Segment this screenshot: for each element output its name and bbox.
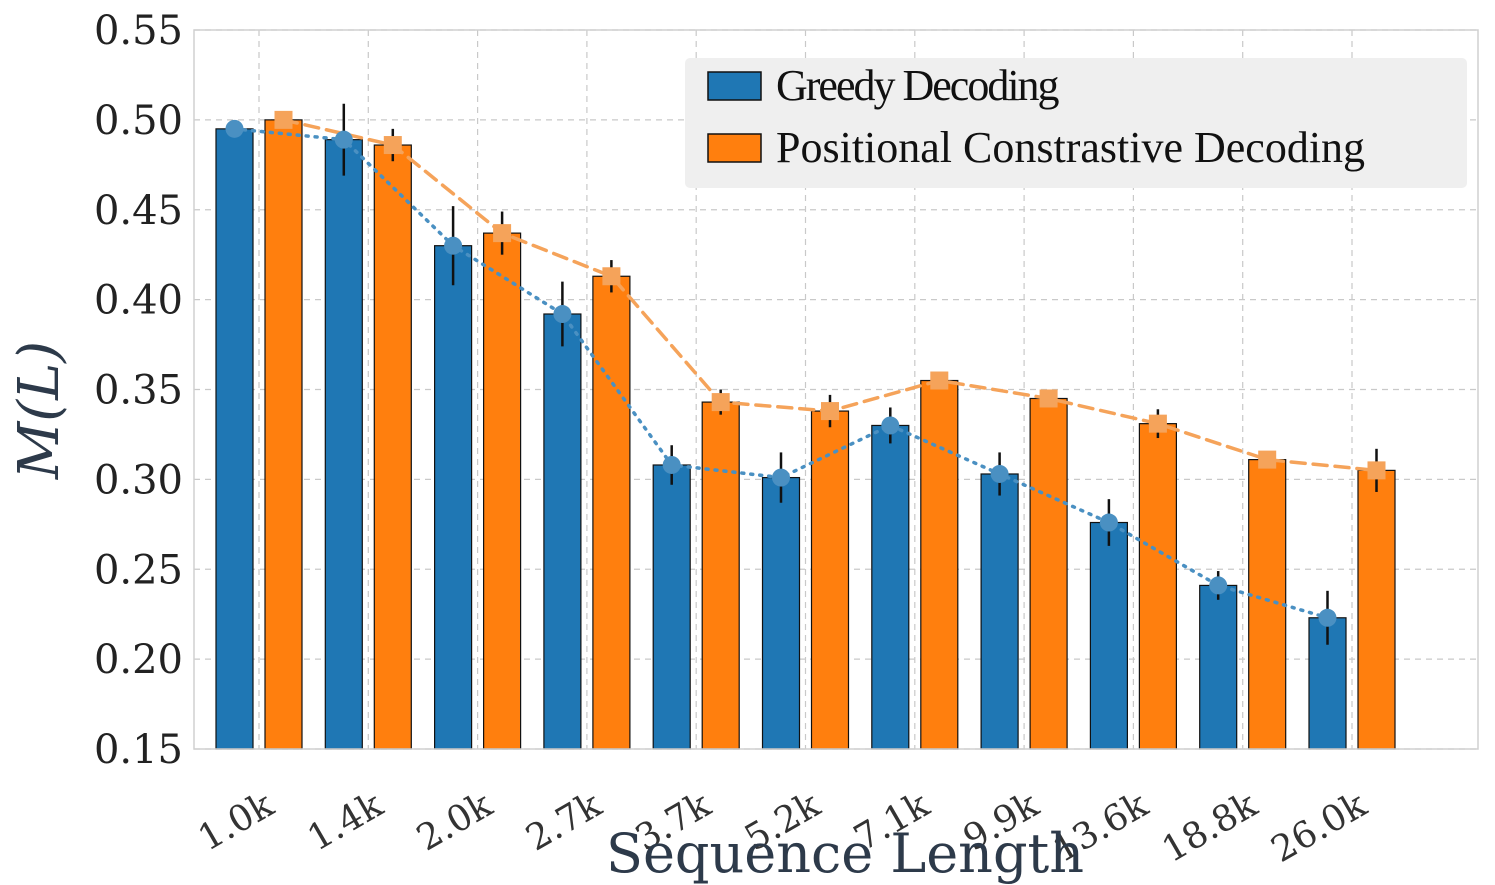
- bar-greedy: [215, 128, 254, 750]
- bar-greedy: [871, 424, 910, 750]
- bar-greedy: [1089, 521, 1129, 750]
- x-tick-label: 1.0k: [192, 784, 282, 860]
- bar-pcd: [373, 144, 412, 750]
- greedy-marker: [334, 130, 353, 149]
- x-axis-title: Sequence Length: [606, 822, 1084, 885]
- bar-pcd: [810, 410, 850, 750]
- bar-pcd: [920, 379, 959, 750]
- bar-greedy: [543, 313, 582, 750]
- x-tick-label: 18.8k: [1155, 784, 1265, 871]
- x-tick-label: 2.0k: [410, 784, 500, 860]
- y-axis-ticks: 0.15 0.20 0.25 0.30 0.35 0.40 0.45 0.50 0.55: [94, 8, 183, 773]
- pcd-marker: [274, 110, 293, 129]
- bars: [215, 119, 1396, 750]
- greedy-marker: [1209, 576, 1228, 595]
- pcd-marker: [1258, 450, 1277, 469]
- bar-pcd: [1029, 397, 1068, 750]
- bar-greedy: [980, 473, 1019, 750]
- bar-greedy: [761, 476, 801, 750]
- y-tick-label: 0.30: [94, 457, 183, 503]
- y-tick-label: 0.55: [94, 8, 183, 54]
- y-tick-label: 0.45: [94, 188, 183, 234]
- x-tick-label: 1.4k: [301, 784, 391, 860]
- pcd-marker: [1148, 414, 1167, 433]
- bar-greedy: [434, 245, 473, 750]
- pcd-marker: [1039, 389, 1058, 408]
- bar-pcd: [1248, 459, 1287, 750]
- legend-box: [685, 58, 1467, 188]
- legend-label: Greedy Decoding: [776, 61, 1060, 110]
- legend-swatch: [707, 71, 762, 101]
- pcd-marker: [821, 402, 839, 421]
- greedy-marker: [225, 119, 244, 138]
- x-tick-label: 26.0k: [1265, 784, 1375, 871]
- y-tick-label: 0.20: [94, 637, 183, 683]
- pcd-marker: [930, 371, 949, 390]
- legend: Greedy Decoding Positional Constrastive D…: [685, 58, 1467, 188]
- bar-pcd: [264, 119, 303, 750]
- pcd-marker: [1367, 461, 1386, 480]
- pcd-marker: [602, 267, 621, 286]
- bar-greedy: [652, 464, 691, 750]
- greedy-marker: [662, 455, 681, 474]
- pcd-marker: [711, 393, 730, 412]
- greedy-marker: [1099, 513, 1118, 532]
- trend-markers: [225, 110, 1386, 627]
- y-tick-label: 0.35: [94, 368, 183, 414]
- y-tick-label: 0.50: [94, 98, 183, 144]
- greedy-marker: [772, 468, 790, 487]
- svg-text:M(L): M(L): [7, 341, 72, 480]
- greedy-marker: [881, 416, 900, 435]
- bar-pcd: [592, 275, 631, 750]
- plot-frame: [193, 29, 1479, 750]
- bar-pcd: [701, 401, 740, 750]
- y-tick-label: 0.25: [94, 547, 183, 593]
- bar-pcd: [1357, 469, 1396, 750]
- legend-swatch: [707, 133, 762, 163]
- greedy-marker: [444, 236, 463, 255]
- bar-greedy: [1199, 584, 1238, 750]
- y-tick-label: 0.40: [94, 278, 183, 324]
- x-tick-label: 2.7k: [519, 784, 609, 860]
- pcd-marker: [383, 136, 402, 155]
- bar-pcd: [483, 232, 522, 750]
- legend-label: Positional Constrastive Decoding: [776, 123, 1365, 172]
- greedy-marker: [553, 305, 572, 324]
- greedy-marker: [990, 464, 1009, 483]
- greedy-marker: [1318, 608, 1337, 627]
- y-tick-label: 0.15: [94, 727, 183, 773]
- pcd-marker: [493, 224, 512, 243]
- bar-pcd: [1138, 423, 1178, 750]
- bar-greedy: [324, 139, 363, 750]
- y-axis-title: M(L): [7, 341, 72, 480]
